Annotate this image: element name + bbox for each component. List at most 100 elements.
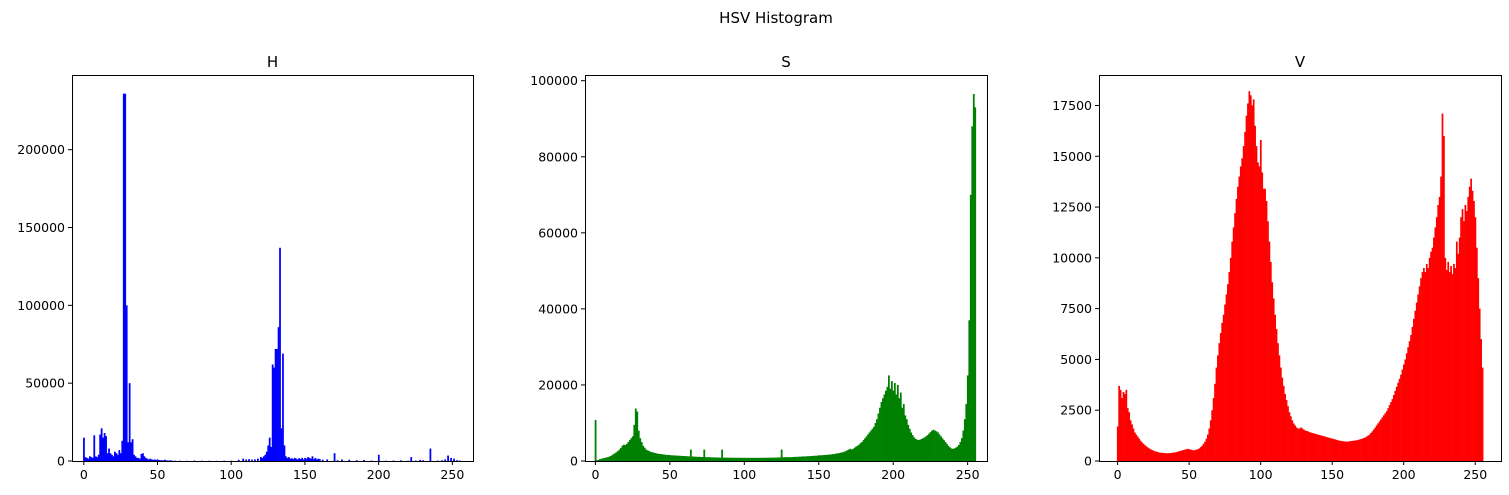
histogram-s-bar xyxy=(910,432,913,461)
histogram-s-bar xyxy=(667,454,670,461)
histogram-s-bar xyxy=(809,456,811,461)
histogram-v-bar xyxy=(1425,263,1428,461)
histogram-s-bar xyxy=(749,457,752,461)
histogram-v-bar xyxy=(1261,172,1264,461)
histogram-s-ytick-label: 0 xyxy=(570,454,578,469)
histogram-h-bar xyxy=(124,93,127,462)
histogram-v-bar xyxy=(1218,343,1221,461)
histogram-v-bar xyxy=(1214,383,1216,461)
histogram-s-bar xyxy=(937,432,939,461)
histogram-v-bar xyxy=(1122,391,1125,461)
histogram-v-bar xyxy=(1401,369,1404,461)
histogram-s-bar xyxy=(748,457,750,461)
histogram-v-bar xyxy=(1390,402,1392,461)
histogram-s-bar xyxy=(669,455,671,461)
histogram-s-bar xyxy=(865,436,868,461)
histogram-v-bar xyxy=(1297,428,1299,461)
histogram-v-bar xyxy=(1225,294,1228,461)
histogram-v-bar xyxy=(1239,166,1242,462)
histogram-v-bar xyxy=(1348,441,1351,461)
histogram-s-bar xyxy=(709,457,712,461)
histogram-h-bar xyxy=(144,457,147,461)
histogram-v-bar xyxy=(1458,237,1461,461)
histogram-h-bar xyxy=(248,459,250,461)
histogram-s-bar xyxy=(724,457,726,461)
histogram-h-bar xyxy=(450,457,452,461)
histogram-h-bar xyxy=(314,457,317,461)
histogram-v-bar xyxy=(1224,304,1226,461)
histogram-v-bar xyxy=(1332,439,1335,461)
histogram-h-xtick-label: 0 xyxy=(80,467,88,482)
histogram-h-bar xyxy=(159,460,162,461)
histogram-v-bar xyxy=(1292,423,1295,461)
histogram-h-bar xyxy=(88,456,91,461)
histogram-h-bar xyxy=(109,453,112,461)
histogram-v-bar xyxy=(1461,209,1464,461)
histogram-v-bar xyxy=(1207,434,1209,461)
histogram-s-bar xyxy=(904,415,907,461)
histogram-v-bar xyxy=(1165,453,1168,461)
histogram-s-bar xyxy=(849,448,852,461)
histogram-v-bar xyxy=(1125,389,1128,461)
histogram-s-bar xyxy=(733,457,735,461)
histogram-s-bar xyxy=(624,445,627,461)
histogram-v-bar xyxy=(1197,449,1199,461)
histogram-s-bar xyxy=(695,456,698,461)
histogram-v-bar xyxy=(1288,412,1291,461)
histogram-h-bar xyxy=(419,459,421,461)
histogram-v-bar xyxy=(1395,386,1398,461)
histogram-v-bar xyxy=(1444,257,1447,461)
histogram-v-bar xyxy=(1162,452,1165,461)
histogram-s-bar xyxy=(943,440,945,461)
histogram-s-bar xyxy=(846,450,849,461)
histogram-s-bar xyxy=(713,457,716,461)
histogram-h-bar xyxy=(121,440,124,461)
histogram-h-bar xyxy=(333,453,336,461)
histogram-h-bar xyxy=(133,454,135,461)
histogram-h-bar xyxy=(299,459,302,461)
histogram-s-bar xyxy=(612,454,615,461)
histogram-v-bar xyxy=(1445,270,1448,461)
histogram-v-bar xyxy=(1247,103,1249,461)
histogram-v-bar xyxy=(1385,411,1388,461)
histogram-v-bar xyxy=(1360,439,1362,461)
histogram-h-bar xyxy=(237,459,240,461)
histogram-h-bar xyxy=(100,428,103,461)
histogram-v-bar xyxy=(1192,450,1195,461)
histogram-v-bar xyxy=(1199,447,1202,461)
histogram-s-bar xyxy=(765,457,768,461)
histogram-v-bar xyxy=(1205,438,1208,461)
histogram-h-bar xyxy=(279,247,281,461)
histogram-s-bar xyxy=(940,436,942,461)
histogram-h-ytick-label: 100000 xyxy=(17,298,65,313)
histogram-v-bar xyxy=(1209,420,1212,461)
histogram-v-bar xyxy=(1134,432,1136,461)
histogram-s-bar xyxy=(813,455,816,461)
histogram-h-bar xyxy=(156,459,159,461)
histogram-s-bar xyxy=(803,456,805,461)
histogram-v-bar xyxy=(1155,451,1158,461)
histogram-v-bar xyxy=(1465,211,1468,461)
histogram-v-bar xyxy=(1151,450,1153,461)
histogram-v-bar xyxy=(1294,425,1297,461)
histogram-v-bar xyxy=(1139,440,1142,461)
histogram-s-bar xyxy=(603,457,606,461)
histogram-v-bar xyxy=(1331,438,1334,461)
histogram-v-bar xyxy=(1279,367,1282,461)
histogram-v-bar xyxy=(1141,442,1143,461)
histogram-s-bar xyxy=(621,445,624,461)
histogram-v-bar xyxy=(1237,186,1239,462)
histogram-v-bar xyxy=(1471,190,1474,462)
histogram-s-bar xyxy=(764,457,767,461)
histogram-s-bar xyxy=(771,457,774,461)
histogram-s-bar xyxy=(692,456,695,461)
histogram-v-bar xyxy=(1126,408,1129,461)
histogram-v-bar xyxy=(1477,278,1480,461)
histogram-v-bar xyxy=(1381,417,1384,461)
histogram-v-bar xyxy=(1351,440,1354,461)
histogram-h-bar xyxy=(301,457,304,461)
histogram-v-bar xyxy=(1145,446,1148,461)
histogram-h-bar xyxy=(280,428,283,461)
histogram-v-bar xyxy=(1191,450,1193,461)
histogram-h-bar xyxy=(152,459,155,461)
